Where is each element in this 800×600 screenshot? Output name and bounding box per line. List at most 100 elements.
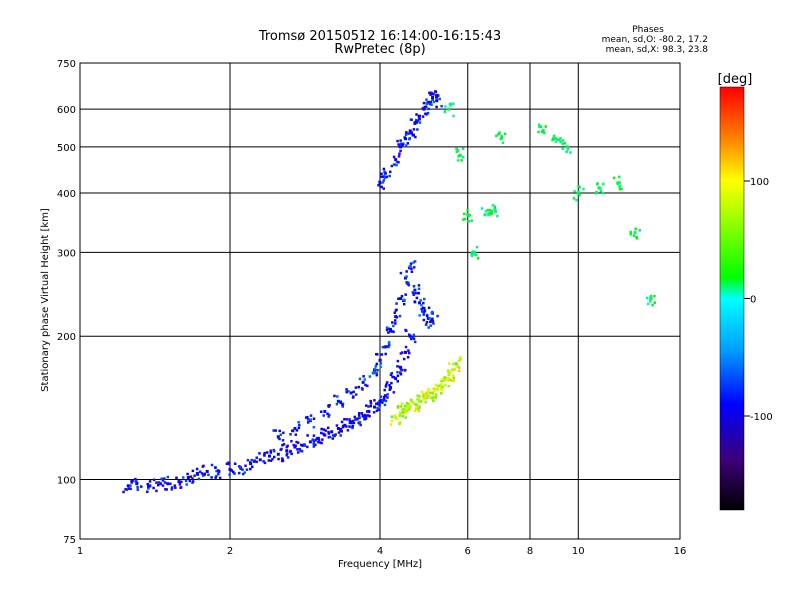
data-point [379,362,383,365]
data-point [565,150,568,153]
data-point [390,164,394,168]
data-point [426,100,430,104]
data-point [293,445,297,449]
data-point [414,135,417,139]
data-point [258,458,262,462]
data-point [633,230,637,234]
data-point [279,433,283,436]
data-point [411,336,415,339]
data-point [330,430,334,434]
data-point [300,450,304,453]
data-point [415,118,418,122]
data-point [407,137,411,141]
data-point [378,404,381,407]
data-point [399,411,403,415]
data-point [388,327,391,331]
y-tick-label: 500 [57,143,76,154]
data-point [364,417,368,420]
data-point [392,375,396,379]
data-point [166,475,170,479]
data-point [243,471,246,474]
data-point [299,449,302,453]
data-point [353,415,357,419]
data-point [324,429,328,432]
data-point [407,132,410,135]
data-point [629,232,633,236]
data-point [393,311,396,315]
data-point [309,418,313,421]
data-point [389,386,393,390]
data-point [393,319,397,322]
data-point [423,309,427,312]
data-point [444,383,447,387]
data-point [285,445,289,449]
data-point [298,447,302,451]
data-point [617,175,621,179]
data-point [166,482,170,486]
data-point [577,190,580,193]
data-point [389,373,393,377]
data-point [373,399,376,402]
data-point [426,390,430,394]
data-point [395,160,399,164]
data-point [285,449,289,453]
data-point [174,486,177,489]
data-point [200,472,204,475]
data-point [403,136,406,139]
grid-lines [80,63,680,539]
data-point [456,149,460,152]
data-point [418,118,421,121]
data-point [122,490,125,494]
data-point [435,99,439,103]
data-point [258,452,261,455]
colorbar [719,86,745,511]
data-point [290,452,293,456]
data-point [273,455,276,459]
data-point [233,462,237,465]
data-point [431,95,435,99]
data-point [398,422,401,425]
data-point [491,204,495,207]
data-point [178,483,182,486]
data-point [493,207,497,211]
data-point [202,464,205,468]
data-point [447,373,451,377]
data-point [349,391,353,395]
data-point [424,112,427,116]
data-point [559,140,562,143]
data-point [470,254,474,258]
data-point [252,460,256,463]
data-point [387,345,390,349]
data-point [634,227,637,231]
data-point [425,314,429,318]
data-point [161,479,165,482]
data-point [385,326,389,329]
data-point [391,375,394,379]
data-point [311,438,315,441]
data-point [429,93,432,96]
data-point [398,365,401,369]
data-point [155,489,158,493]
data-point [649,300,652,303]
data-point [336,426,340,430]
data-point [431,317,434,321]
data-point [380,175,384,178]
data-point [358,420,362,424]
data-point [394,322,397,325]
data-point [357,385,361,389]
data-point [395,316,399,319]
data-point [423,297,426,301]
data-point [186,472,189,476]
data-point [152,478,156,482]
data-point [413,260,417,263]
data-point [163,481,167,484]
data-point [398,314,402,318]
data-point [273,449,276,453]
data-point [271,457,274,461]
data-point [385,175,389,179]
data-point [398,414,402,418]
data-point [566,146,570,149]
data-point [367,410,371,414]
data-point [451,374,455,377]
